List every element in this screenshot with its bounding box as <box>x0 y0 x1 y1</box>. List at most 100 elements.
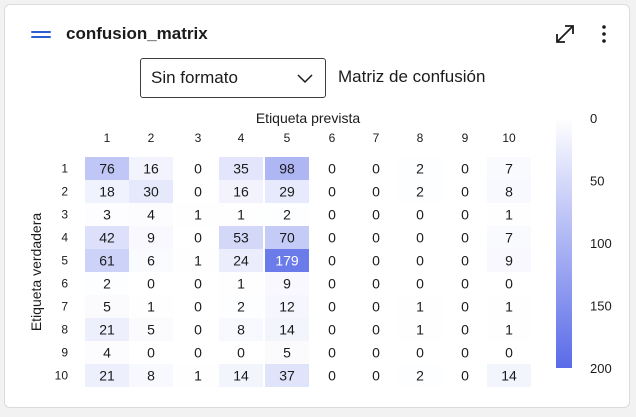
heatmap-cell <box>487 203 531 226</box>
heatmap-cell <box>487 295 531 318</box>
format-dropdown-value: Sin formato <box>151 68 238 87</box>
y-tick-label: 4 <box>61 231 68 245</box>
heatmap-cell <box>354 341 398 364</box>
heatmap-cell <box>85 318 129 341</box>
heatmap-cell <box>219 295 263 318</box>
colorbar-tick-label: 100 <box>590 236 612 251</box>
heatmap-cell <box>443 226 487 249</box>
heatmap-cell <box>265 249 309 272</box>
cell-value-label: 29 <box>279 184 295 200</box>
colorbar-tick-label: 0 <box>590 111 597 126</box>
cell-value-label: 0 <box>461 299 469 315</box>
cell-value-label: 0 <box>328 345 336 361</box>
heatmap-cell <box>354 180 398 203</box>
cell-value-label: 0 <box>147 345 155 361</box>
cell-value-label: 6 <box>147 253 155 269</box>
cell-value-label: 8 <box>505 184 513 200</box>
heatmap-cell <box>85 226 129 249</box>
heatmap-cell <box>176 318 220 341</box>
y-tick-label: 10 <box>55 369 69 383</box>
cell-value-label: 12 <box>279 299 295 315</box>
cell-value-label: 14 <box>233 368 249 384</box>
x-tick-label: 8 <box>417 131 424 145</box>
heatmap-cell <box>487 180 531 203</box>
cell-value-label: 9 <box>147 230 155 246</box>
heatmap-cell <box>443 341 487 364</box>
cell-value-label: 0 <box>194 322 202 338</box>
cell-value-label: 0 <box>505 345 513 361</box>
heatmap-cell <box>398 364 442 387</box>
expand-diagonal-icon[interactable] <box>554 23 576 45</box>
colorbar-tick-label: 150 <box>590 299 612 314</box>
heatmap-cell <box>265 226 309 249</box>
cell-value-label: 0 <box>372 345 380 361</box>
cell-value-label: 0 <box>372 368 380 384</box>
cell-value-label: 7 <box>505 230 513 246</box>
card-title: confusion_matrix <box>66 24 208 43</box>
matrix-label: Matriz de confusión <box>338 67 486 86</box>
heatmap-cell <box>129 272 173 295</box>
heatmap-cell <box>310 180 354 203</box>
cell-value-label: 1 <box>237 276 245 292</box>
x-tick-label: 3 <box>195 131 202 145</box>
heatmap-cell <box>176 249 220 272</box>
cell-value-label: 0 <box>328 253 336 269</box>
y-tick-label: 3 <box>61 208 68 222</box>
heatmap-cell <box>176 364 220 387</box>
cell-value-label: 3 <box>103 207 111 223</box>
cell-value-label: 42 <box>99 230 115 246</box>
cell-value-label: 21 <box>99 322 115 338</box>
cell-value-label: 0 <box>461 253 469 269</box>
cell-value-label: 0 <box>372 276 380 292</box>
cell-value-label: 2 <box>103 276 111 292</box>
cell-value-label: 0 <box>372 207 380 223</box>
heatmap-cell <box>487 341 531 364</box>
heatmap-cell <box>129 203 173 226</box>
heatmap-cell <box>219 203 263 226</box>
heatmap-cell <box>129 226 173 249</box>
colorbar-tick-label: 200 <box>590 361 612 376</box>
cell-value-label: 76 <box>99 161 115 177</box>
heatmap-cell <box>354 364 398 387</box>
cell-value-label: 0 <box>328 299 336 315</box>
x-tick-label: 6 <box>329 131 336 145</box>
heatmap-cell <box>354 295 398 318</box>
x-tick-label: 2 <box>148 131 155 145</box>
heatmap-cell <box>85 249 129 272</box>
heatmap-cell <box>310 226 354 249</box>
heatmap-cell <box>219 157 263 180</box>
cell-value-label: 0 <box>328 207 336 223</box>
cell-value-label: 0 <box>328 276 336 292</box>
heatmap-cell <box>219 249 263 272</box>
drag-handle-icon[interactable] <box>31 27 51 41</box>
cell-value-label: 0 <box>461 276 469 292</box>
heatmap-cell <box>265 341 309 364</box>
heatmap-cell <box>487 226 531 249</box>
heatmap-cell <box>265 272 309 295</box>
x-tick-label: 5 <box>284 131 291 145</box>
cell-value-label: 0 <box>461 345 469 361</box>
heatmap-cell <box>265 364 309 387</box>
y-tick-label: 1 <box>61 162 68 176</box>
heatmap-cell <box>310 318 354 341</box>
more-vertical-icon[interactable] <box>596 23 612 45</box>
heatmap-cell <box>129 318 173 341</box>
y-axis-label: Etiqueta verdadera <box>28 213 44 332</box>
cell-value-label: 1 <box>505 299 513 315</box>
cell-value-label: 53 <box>233 230 249 246</box>
heatmap-cell <box>310 203 354 226</box>
heatmap-cell <box>487 318 531 341</box>
heatmap-cell <box>129 295 173 318</box>
heatmap-cell <box>443 157 487 180</box>
cell-value-label: 2 <box>237 299 245 315</box>
cell-value-label: 0 <box>194 230 202 246</box>
heatmap-cell <box>129 364 173 387</box>
heatmap-cell <box>219 226 263 249</box>
format-dropdown[interactable]: Sin formato <box>140 58 326 98</box>
heatmap-cell <box>265 157 309 180</box>
cell-value-label: 0 <box>372 161 380 177</box>
cell-value-label: 16 <box>233 184 249 200</box>
colorbar-tick-label: 50 <box>590 174 604 189</box>
heatmap-cell <box>354 249 398 272</box>
cell-value-label: 0 <box>237 345 245 361</box>
